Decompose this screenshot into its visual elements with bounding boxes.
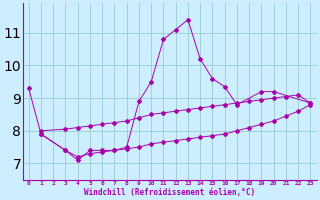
X-axis label: Windchill (Refroidissement éolien,°C): Windchill (Refroidissement éolien,°C) [84,188,255,197]
